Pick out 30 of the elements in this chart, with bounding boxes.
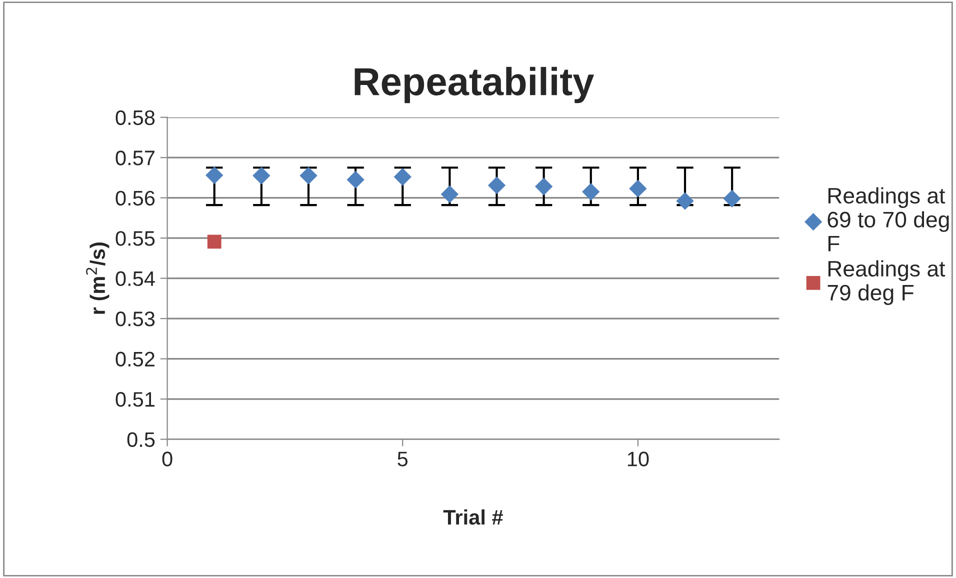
y-tick-label: 0.51: [116, 392, 154, 407]
y-tick-label: 0.56: [116, 190, 155, 206]
x-tick-label: 5: [398, 452, 408, 466]
y-tick-label: 0.57: [116, 150, 154, 166]
point: [207, 234, 222, 249]
y-tick-label: 0.58: [116, 110, 155, 126]
point: [534, 178, 553, 196]
point: [300, 166, 318, 185]
legend-label: Readings at 79 deg F: [828, 260, 946, 305]
point: [346, 170, 364, 189]
y-axis-title: r (m$^{2}$/s): [86, 242, 110, 314]
point: [723, 190, 741, 208]
x-axis-title: Trial #: [443, 509, 503, 525]
y-tick-label: 0.52: [116, 352, 154, 367]
point: [676, 192, 694, 210]
x-tick-label: 0: [162, 452, 172, 466]
y-tick-label: 0.54: [116, 271, 155, 286]
point: [252, 166, 270, 185]
point: [629, 180, 647, 198]
point: [440, 185, 459, 204]
y-tick-label: 0.55: [116, 231, 155, 246]
chart-title: Repeatability: [354, 66, 594, 104]
point: [488, 176, 506, 194]
y-tick-label: 0.53: [116, 312, 155, 326]
point: [582, 182, 600, 201]
x-tick-label: 10: [628, 452, 649, 466]
legend-label: Readings at 69 to 70 deg F: [828, 187, 949, 252]
point: [206, 166, 224, 184]
point: [394, 168, 412, 186]
y-tick-label: 0.5: [127, 432, 155, 448]
